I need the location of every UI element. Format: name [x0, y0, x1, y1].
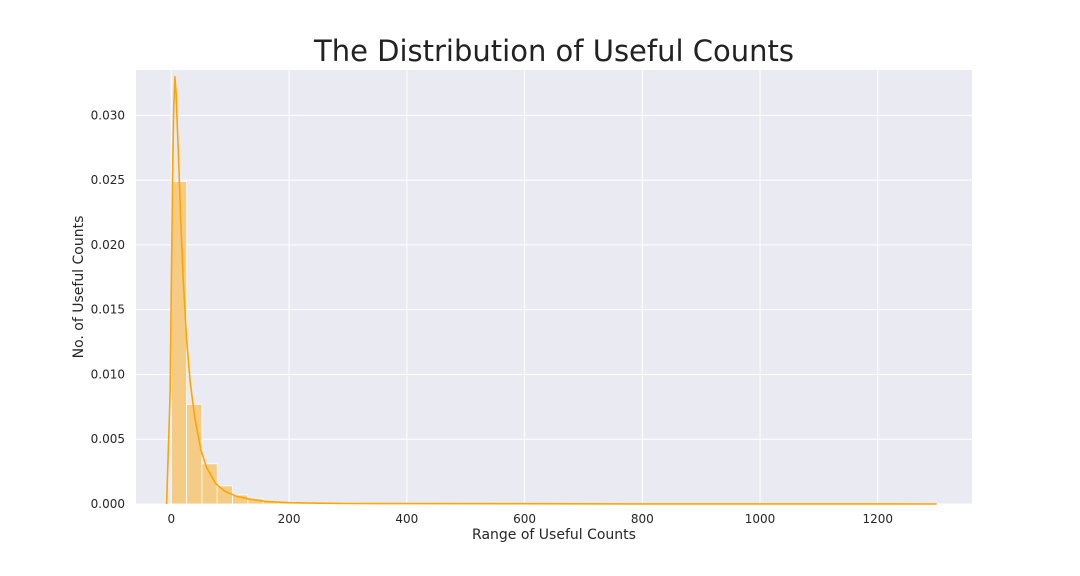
y-axis-label: No. of Useful Counts: [71, 215, 87, 359]
x-tick-label: 600: [513, 512, 536, 526]
x-tick-label: 1000: [745, 512, 776, 526]
x-tick-label: 800: [631, 512, 654, 526]
kde-line: [165, 75, 937, 505]
x-tick-label: 200: [278, 512, 301, 526]
y-tick-label: 0.005: [91, 432, 125, 446]
histogram-bar: [170, 181, 188, 505]
plot-area: [136, 70, 972, 504]
histogram-bar: [201, 463, 218, 505]
y-tick-label: 0.020: [91, 238, 125, 252]
histogram-bar: [216, 485, 233, 505]
x-axis-label: Range of Useful Counts: [472, 527, 636, 543]
x-tick-label: 1200: [863, 512, 894, 526]
y-tick-label: 0.030: [91, 108, 125, 122]
y-tick-label: 0.025: [91, 173, 125, 187]
y-tick-label: 0.010: [91, 367, 125, 381]
y-tick-label: 0.000: [91, 497, 125, 511]
x-tick-label: 0: [168, 512, 176, 526]
chart-title: The Distribution of Useful Counts: [313, 34, 794, 68]
x-tick-label: 400: [395, 512, 418, 526]
y-tick-label: 0.015: [91, 303, 125, 317]
